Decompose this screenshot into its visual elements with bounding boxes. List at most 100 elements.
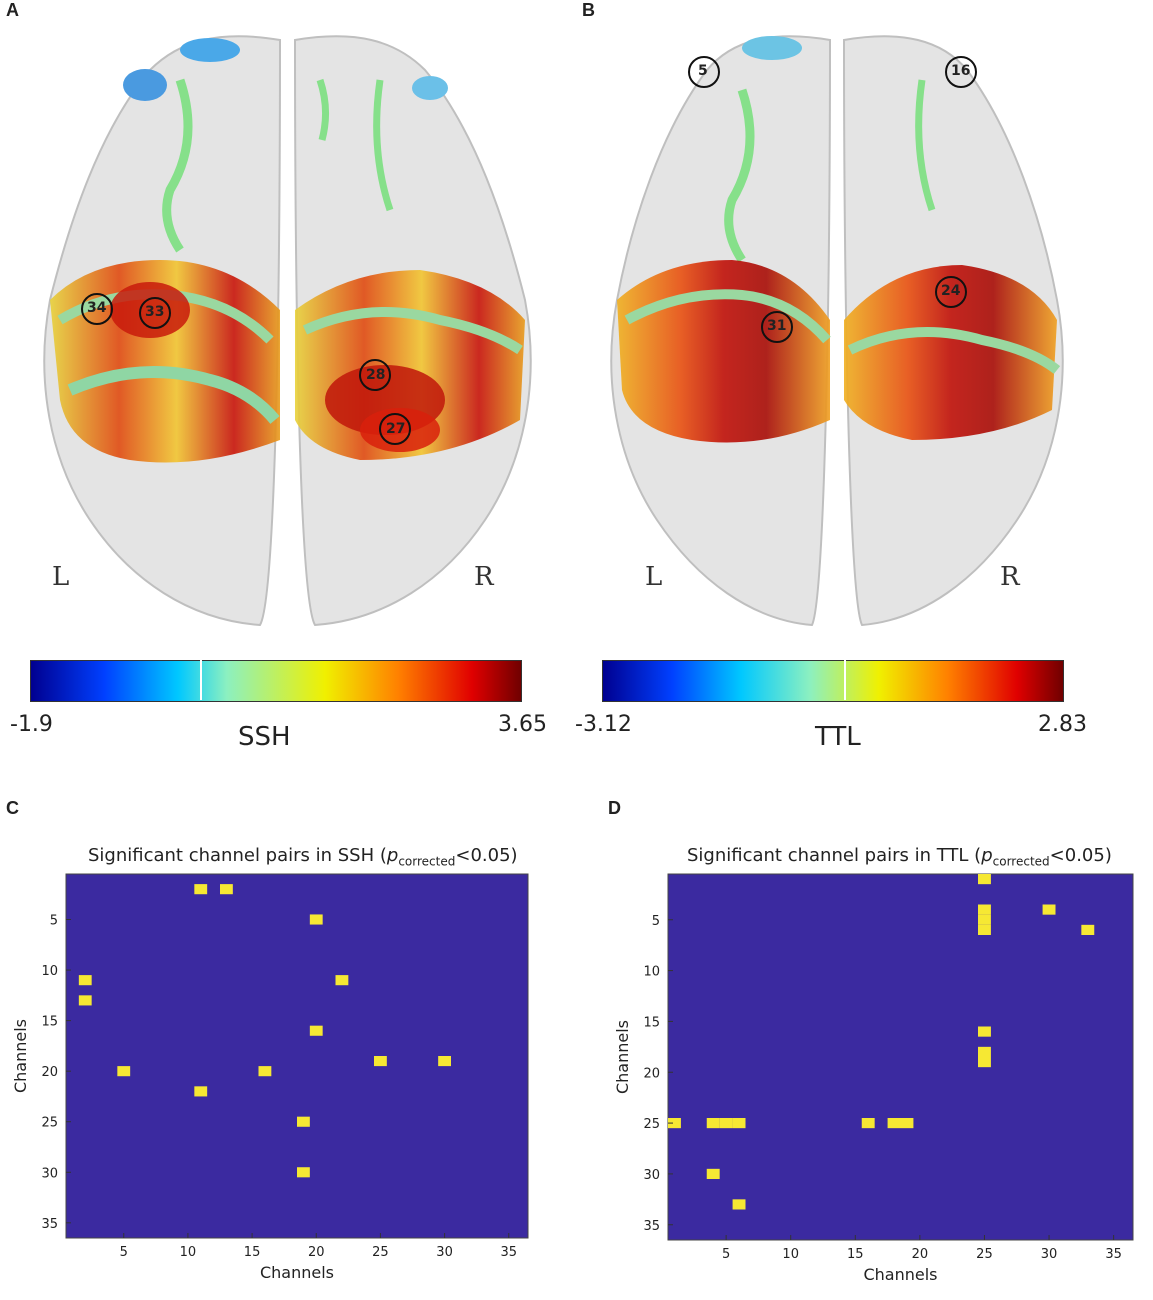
y-axis-label: Channels <box>11 1019 30 1093</box>
x-tick-label: 15 <box>847 1247 864 1262</box>
panel-letter-a: A <box>6 0 19 20</box>
significant-cell <box>117 1066 131 1077</box>
matrix-title-ttl: Significant channel pairs in TTL (pcorre… <box>687 845 1112 869</box>
y-axis-label: Channels <box>613 1020 632 1094</box>
channel-marker-33 <box>139 297 171 329</box>
x-tick-label: 5 <box>722 1247 730 1262</box>
matrix-title-ttl-sub: corrected <box>992 854 1050 869</box>
colorbar-max-ssh: 3.65 <box>498 712 547 737</box>
significant-cell <box>194 1086 208 1097</box>
significant-cell <box>719 1118 733 1129</box>
y-tick-label: 25 <box>643 1117 660 1132</box>
matrix-title-ssh-pre: Significant channel pairs in SSH ( <box>88 845 387 866</box>
activation-right-b <box>844 265 1057 440</box>
significant-cell <box>194 884 208 895</box>
significant-cell <box>309 914 323 925</box>
matrix-background <box>667 873 1134 1241</box>
sulcus-highlight-b3 <box>624 289 831 344</box>
channel-label-31: 31 <box>767 318 787 334</box>
channel-marker-34 <box>81 293 113 325</box>
x-tick-label: 30 <box>1041 1247 1058 1262</box>
significant-cell <box>887 1118 901 1129</box>
x-tick-label: 25 <box>976 1247 993 1262</box>
channel-label-5: 5 <box>698 63 708 79</box>
matrix-background <box>65 873 529 1239</box>
significant-cell <box>706 1168 720 1179</box>
y-tick-label: 30 <box>41 1166 58 1181</box>
frontal-highlight-b <box>742 36 802 60</box>
significant-cell <box>732 1118 746 1129</box>
y-tick-label: 5 <box>652 914 660 929</box>
matrix-title-ssh-post: <0.05) <box>455 845 518 866</box>
significant-cell <box>258 1066 272 1077</box>
sulcus-highlight-b4 <box>847 327 1061 374</box>
significant-cell <box>335 975 349 986</box>
x-tick-label: 10 <box>180 1245 197 1260</box>
y-tick-label: 30 <box>643 1168 660 1183</box>
channel-label-33: 33 <box>145 304 165 320</box>
channel-marker-16 <box>945 56 977 88</box>
significant-cell <box>1081 924 1095 935</box>
colorbar-zero-marker-ssh <box>200 660 202 700</box>
activation-left-b <box>617 260 830 443</box>
matrix-title-ttl-p: p <box>981 845 993 866</box>
y-tick-label: 35 <box>643 1219 660 1234</box>
panel-letter-b: B <box>582 0 595 20</box>
significant-cell <box>900 1118 914 1129</box>
colorbar-min-ssh: -1.9 <box>10 712 53 737</box>
colorbar-ttl <box>602 660 1064 702</box>
channel-marker-5 <box>688 56 720 88</box>
left-side-label-b: L <box>645 562 663 592</box>
x-tick-label: 35 <box>1105 1247 1122 1262</box>
y-tick-label: 35 <box>41 1217 58 1232</box>
right-side-label-b: R <box>1000 562 1020 592</box>
significant-cell <box>438 1056 451 1067</box>
significant-cell <box>978 904 991 915</box>
significant-cell <box>78 995 92 1006</box>
y-tick-label: 15 <box>41 1015 58 1030</box>
x-tick-label: 35 <box>500 1245 517 1260</box>
channel-marker-31 <box>761 311 793 343</box>
channel-label-34: 34 <box>87 300 107 316</box>
channel-label-24: 24 <box>941 283 961 299</box>
significant-cell <box>732 1199 746 1210</box>
significant-cell <box>374 1056 387 1067</box>
colorbar-zero-marker-ttl <box>844 660 846 700</box>
x-tick-label: 5 <box>120 1245 128 1260</box>
matrix-title-ssh-sub: corrected <box>398 854 456 869</box>
colorbar-min-ttl: -3.12 <box>575 712 632 737</box>
channel-marker-27 <box>379 413 411 445</box>
significant-cell <box>220 884 233 895</box>
channel-label-28: 28 <box>366 367 386 383</box>
x-tick-label: 20 <box>912 1247 929 1262</box>
channel-marker-28 <box>359 359 391 391</box>
brain-render-ssh <box>43 35 532 627</box>
x-tick-label: 20 <box>308 1245 325 1260</box>
significant-cell <box>978 924 991 935</box>
significant-cell <box>78 975 92 986</box>
significant-cell <box>978 1057 991 1068</box>
significant-cell <box>1042 904 1056 915</box>
significant-cell <box>706 1118 720 1129</box>
matrix-title-ssh-p: p <box>386 845 399 866</box>
colorbar-title-ttl: TTL <box>815 722 861 752</box>
y-tick-label: 10 <box>41 964 58 979</box>
y-tick-label: 5 <box>50 914 58 929</box>
y-tick-label: 10 <box>643 965 660 980</box>
matrix-title-ttl-pre: Significant channel pairs in TTL ( <box>687 845 982 866</box>
colorbar-title-ssh: SSH <box>238 722 291 752</box>
y-tick-label: 20 <box>41 1065 58 1080</box>
x-tick-label: 15 <box>244 1245 261 1260</box>
channel-label-27: 27 <box>386 421 406 437</box>
y-tick-label: 25 <box>41 1116 58 1131</box>
significant-cell <box>309 1025 323 1036</box>
left-side-label-a: L <box>52 562 70 592</box>
significant-cell <box>297 1167 310 1178</box>
x-tick-label: 10 <box>782 1247 799 1262</box>
activation-left <box>50 260 280 463</box>
significant-cell <box>297 1116 310 1127</box>
x-axis-label: Channels <box>260 1263 334 1282</box>
x-tick-label: 30 <box>436 1245 453 1260</box>
matrix-title-ttl-post: <0.05) <box>1049 845 1112 866</box>
panel-letter-c: C <box>6 798 19 818</box>
